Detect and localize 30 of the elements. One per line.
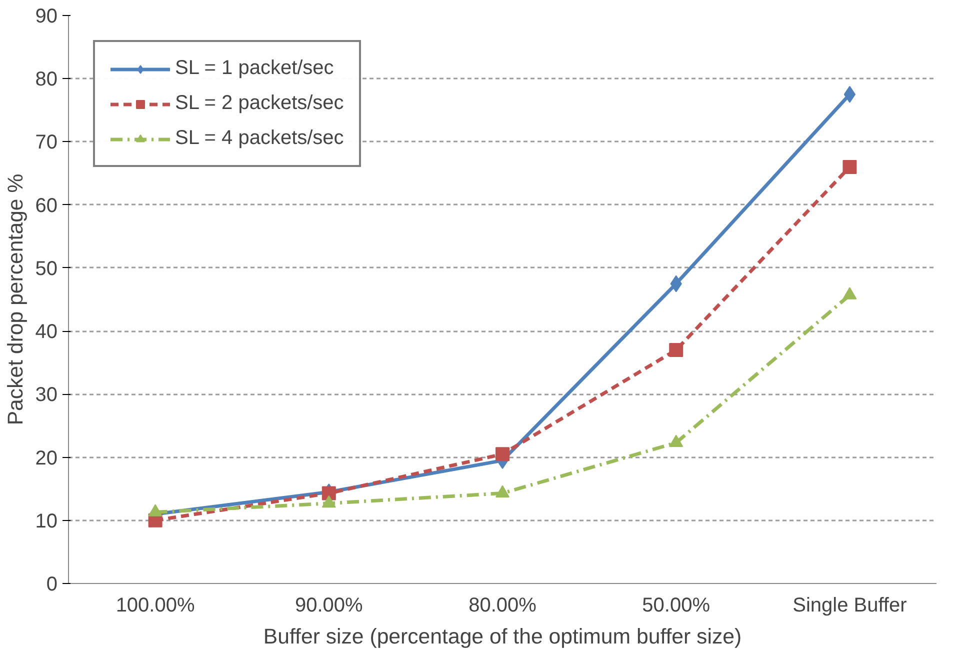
y-axis-title: Packet drop percentage % <box>3 174 28 426</box>
legend-label: SL = 4 packets/sec <box>175 127 344 150</box>
y-tick-label: 80 <box>35 68 58 91</box>
point <box>322 486 336 500</box>
y-tick-label: 90 <box>35 6 58 28</box>
point <box>322 495 336 508</box>
point <box>496 485 510 498</box>
x-tick-label: 50.00% <box>642 594 710 616</box>
y-tick-label: 40 <box>35 321 58 344</box>
y-tick-label: 60 <box>35 194 58 217</box>
y-tick-label: 70 <box>35 132 58 154</box>
y-tick-label: 10 <box>35 510 58 532</box>
legend-label: SL = 2 packets/sec <box>175 92 344 115</box>
point <box>842 160 857 174</box>
x-tick-label: 100.00% <box>116 594 195 616</box>
point <box>844 86 856 103</box>
point <box>842 287 857 300</box>
x-axis-title: Buffer size (percentage of the optimum buffer size) <box>263 624 742 648</box>
y-tick-label: 0 <box>46 574 58 596</box>
x-tick-label: 80.00% <box>468 594 537 616</box>
y-tick-label: 50 <box>35 258 58 280</box>
point <box>669 434 684 448</box>
point <box>496 447 510 462</box>
x-tick-label: 90.00% <box>294 594 364 616</box>
point <box>669 342 684 357</box>
point <box>148 504 162 516</box>
y-tick-label: 20 <box>35 447 58 470</box>
x-tick-label: Single Buffer <box>792 594 908 616</box>
legend-label: SL = 1 packet/sec <box>175 57 334 80</box>
y-tick-label: 30 <box>35 384 58 406</box>
